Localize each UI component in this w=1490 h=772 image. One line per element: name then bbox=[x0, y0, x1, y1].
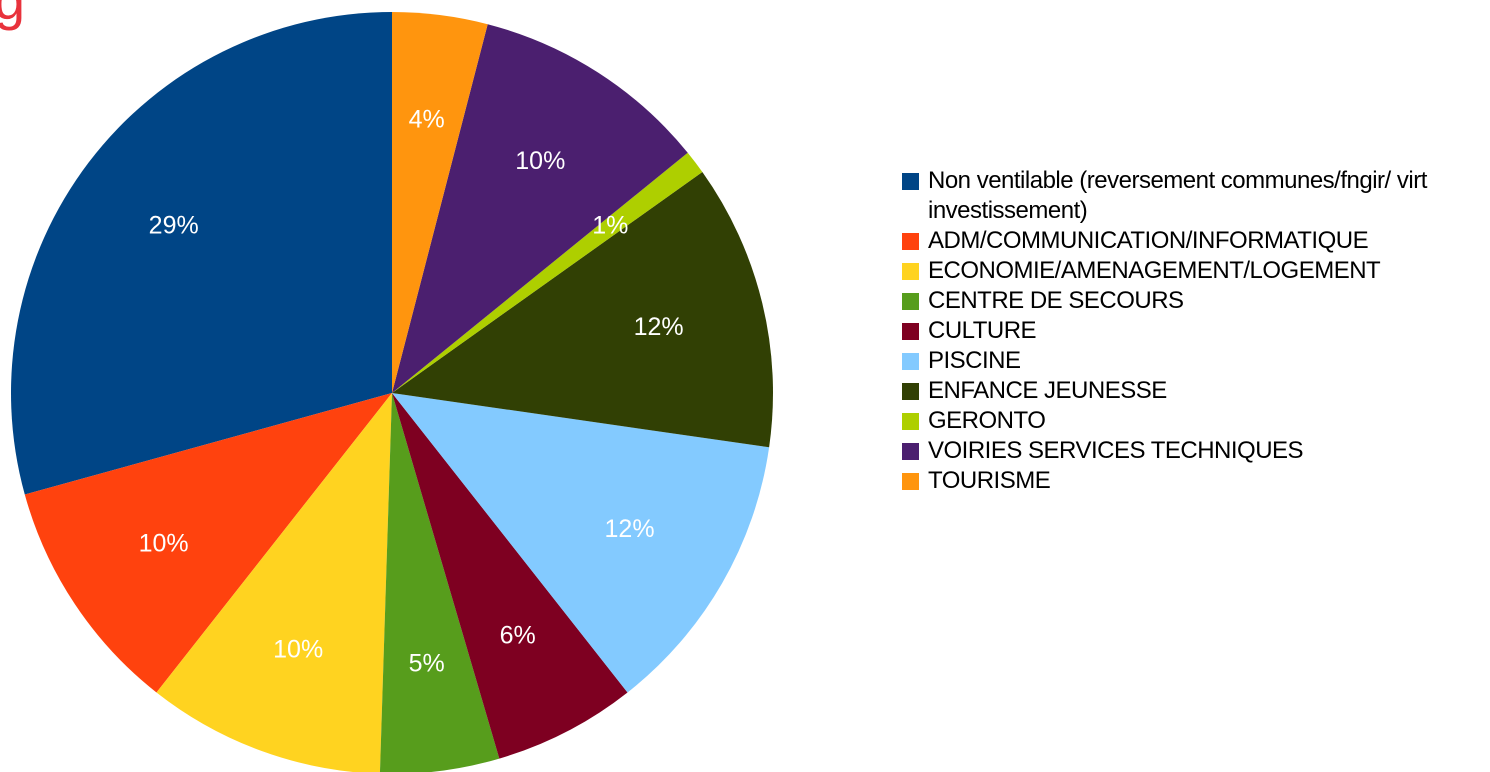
pie-slice bbox=[392, 24, 688, 393]
legend-label: Non ventilable (reversement communes/fng… bbox=[928, 167, 1427, 224]
legend-item: GERONTO bbox=[902, 406, 1477, 436]
pie-slice bbox=[392, 171, 773, 448]
pie-slice bbox=[24, 393, 393, 693]
legend-swatch bbox=[902, 173, 919, 190]
legend-label: TOURISME bbox=[928, 467, 1051, 494]
legend-label: VOIRIES SERVICES TECHNIQUES bbox=[928, 437, 1304, 464]
data-label: 12% bbox=[605, 515, 655, 543]
data-label: 5% bbox=[409, 650, 445, 678]
legend-item: CENTRE DE SECOURS bbox=[902, 286, 1477, 316]
legend-item: Non ventilable (reversement communes/fng… bbox=[902, 166, 1477, 226]
legend-swatch bbox=[902, 323, 919, 340]
legend-label: GERONTO bbox=[928, 407, 1046, 434]
legend-label: CULTURE bbox=[928, 317, 1037, 344]
data-label: 10% bbox=[515, 147, 565, 175]
legend-swatch bbox=[902, 383, 919, 400]
pie-slice bbox=[392, 152, 703, 393]
legend-item: TOURISME bbox=[902, 466, 1477, 496]
legend-item: ECONOMIE/AMENAGEMENT/LOGEMENT bbox=[902, 256, 1477, 286]
legend-label: ENFANCE JEUNESSE bbox=[928, 377, 1167, 404]
legend-label: ECONOMIE/AMENAGEMENT/LOGEMENT bbox=[928, 257, 1381, 284]
legend-swatch bbox=[902, 473, 919, 490]
data-label: 29% bbox=[149, 211, 199, 239]
data-label: 1% bbox=[592, 211, 628, 239]
legend-item: VOIRIES SERVICES TECHNIQUES bbox=[902, 436, 1477, 466]
legend-swatch bbox=[902, 413, 919, 430]
legend-swatch bbox=[902, 443, 919, 460]
legend: Non ventilable (reversement communes/fng… bbox=[902, 166, 1477, 496]
legend-item: PISCINE bbox=[902, 346, 1477, 376]
data-label: 4% bbox=[409, 105, 445, 133]
legend-item: ENFANCE JEUNESSE bbox=[902, 376, 1477, 406]
legend-swatch bbox=[902, 263, 919, 280]
legend-item: CULTURE bbox=[902, 316, 1477, 346]
legend-item: ADM/COMMUNICATION/INFORMATIQUE bbox=[902, 226, 1477, 256]
data-label: 12% bbox=[634, 313, 684, 341]
data-label: 10% bbox=[139, 530, 189, 558]
data-label: 6% bbox=[500, 621, 536, 649]
legend-swatch bbox=[902, 233, 919, 250]
legend-swatch bbox=[902, 353, 919, 370]
pie-slice bbox=[156, 393, 392, 772]
legend-label: PISCINE bbox=[928, 347, 1021, 374]
pie-slice bbox=[379, 393, 500, 772]
pie-slice bbox=[392, 393, 770, 693]
data-label: 10% bbox=[273, 635, 323, 663]
legend-swatch bbox=[902, 293, 919, 310]
pie-slice bbox=[392, 12, 488, 393]
pie-slice bbox=[10, 12, 392, 495]
chart-title: g bbox=[0, 0, 25, 31]
pie-slice bbox=[392, 393, 628, 759]
legend-label: CENTRE DE SECOURS bbox=[928, 287, 1184, 314]
legend-label: ADM/COMMUNICATION/INFORMATIQUE bbox=[928, 227, 1369, 254]
